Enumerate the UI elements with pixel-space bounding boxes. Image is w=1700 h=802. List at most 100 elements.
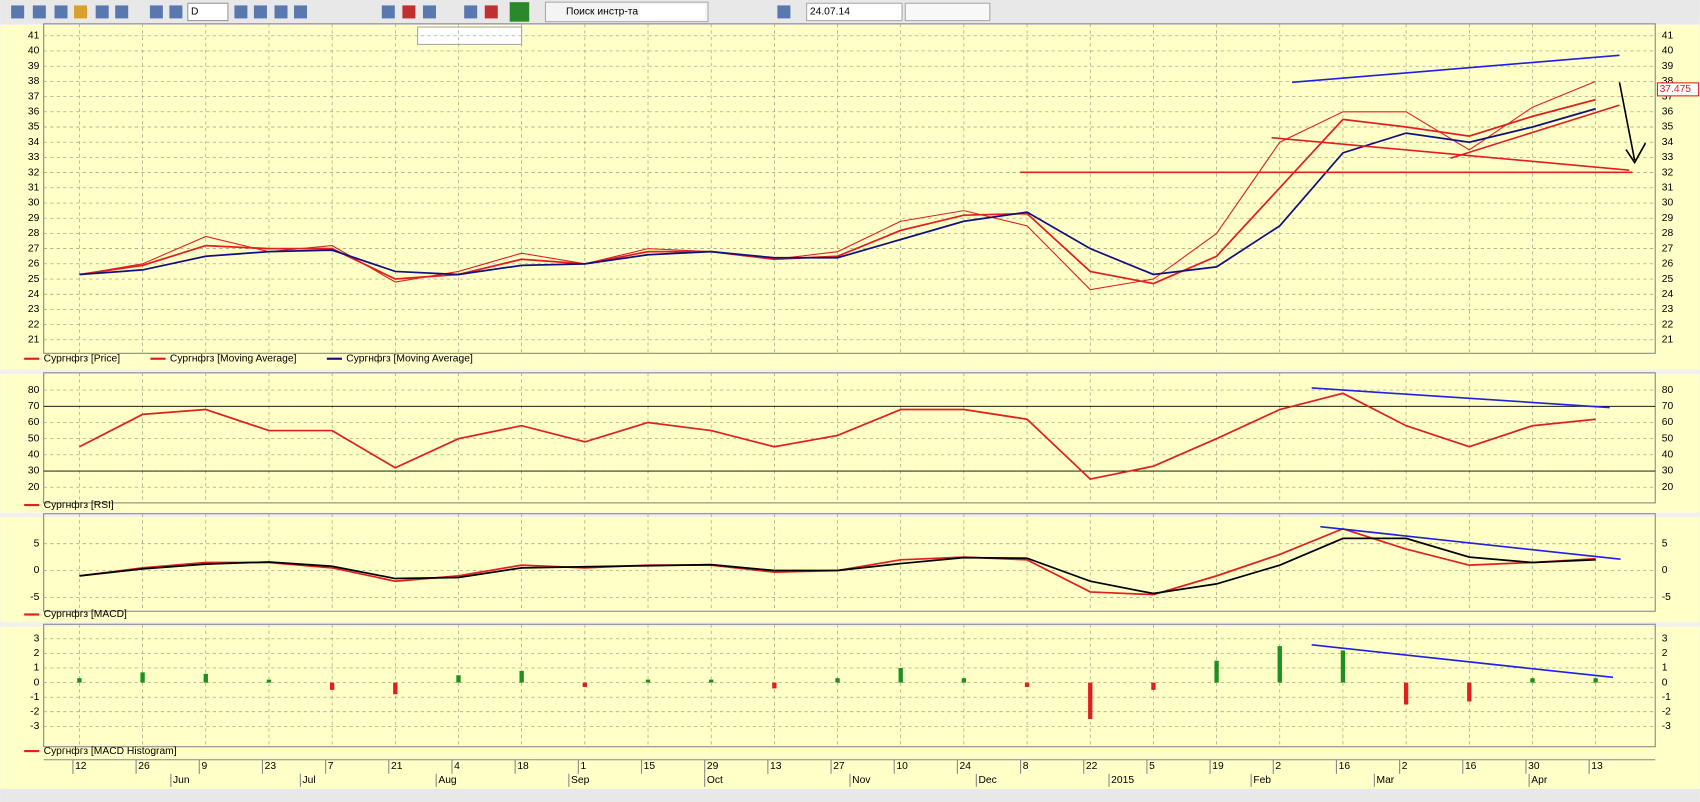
histogram-bar [898, 667, 903, 683]
x-tick-label: 12 [75, 761, 87, 772]
y-tick-label-right: -2 [1662, 706, 1671, 717]
y-tick-label: 39 [28, 61, 40, 72]
icon[interactable] [402, 5, 416, 19]
icon[interactable] [464, 5, 478, 19]
y-tick-label: 0 [34, 565, 40, 576]
y-tick-label-right: 35 [1662, 122, 1674, 133]
y-tick-label-right: 38 [1662, 76, 1674, 87]
y-tick-label: 32 [28, 167, 40, 178]
legend-label: Сургнфгз [MACD] [44, 608, 127, 620]
plot-frame [43, 23, 1656, 354]
y-tick-label: -3 [30, 721, 39, 732]
icon[interactable] [149, 5, 163, 19]
x-tick-label: 8 [1023, 761, 1029, 772]
icon[interactable] [422, 5, 436, 19]
y-tick-label-right: 1 [1662, 663, 1668, 674]
toolbar-icons[interactable] [11, 2, 791, 22]
month-label: Jun [173, 775, 190, 786]
plot-frame [43, 623, 1656, 748]
icon[interactable] [11, 5, 25, 19]
y-tick-label: 70 [28, 401, 40, 412]
period-select[interactable] [187, 2, 229, 22]
y-tick-label-right: 3 [1662, 634, 1668, 645]
histogram-panel [0, 626, 1700, 759]
histogram-bar [1214, 660, 1219, 683]
icon[interactable] [484, 5, 498, 19]
histogram-bar [582, 682, 588, 687]
y-tick-label-right: 40 [1662, 46, 1674, 57]
trend-line [1320, 525, 1621, 561]
y-tick-label-right: 60 [1662, 417, 1674, 428]
y-tick-label: 30 [28, 198, 40, 209]
icon[interactable] [54, 5, 68, 19]
y-tick-label: 27 [28, 243, 40, 254]
histogram-bar [772, 682, 777, 689]
y-tick-label: 28 [28, 228, 40, 239]
y-tick-label-right: 25 [1662, 274, 1674, 285]
x-tick-label: 29 [707, 761, 719, 772]
y-tick-label-right: 39 [1662, 61, 1674, 72]
trend-line [1311, 387, 1610, 409]
icon[interactable] [274, 5, 288, 19]
search-input[interactable] [639, 4, 705, 20]
y-tick-label-right: 28 [1662, 228, 1674, 239]
y-tick-label: 26 [28, 259, 40, 270]
histogram-bar [329, 682, 335, 690]
month-label: Apr [1531, 775, 1548, 786]
icon[interactable] [381, 5, 395, 19]
x-tick-label: 19 [1212, 761, 1224, 772]
icon[interactable] [32, 5, 46, 19]
y-tick-label: 38 [28, 76, 40, 87]
histogram-bar [1403, 682, 1409, 705]
histogram-bar [519, 670, 524, 683]
y-tick-label-right: 31 [1662, 183, 1674, 194]
last-value: 37.475 [1660, 84, 1692, 95]
icon[interactable] [234, 5, 248, 19]
series-line [79, 537, 1596, 595]
x-tick-label: 2 [1402, 761, 1408, 772]
y-tick-label: 50 [28, 433, 40, 444]
y-tick-label-right: 40 [1662, 450, 1674, 461]
icon[interactable] [74, 5, 88, 19]
y-tick-label-right: 37 [1662, 91, 1674, 102]
x-tick-label: 16 [1339, 761, 1351, 772]
scrollbar[interactable] [0, 788, 1700, 802]
month-label: 2015 [1111, 775, 1134, 786]
x-tick-label: 10 [896, 761, 908, 772]
y-tick-label: 36 [28, 107, 40, 118]
x-tick-label: 24 [960, 761, 972, 772]
histogram-bar [1277, 646, 1282, 683]
rsi-panel [0, 373, 1700, 513]
x-tick-label: 26 [138, 761, 150, 772]
x-tick-label: 7 [328, 761, 334, 772]
icon[interactable] [253, 5, 267, 19]
y-tick-label: -1 [30, 692, 39, 703]
y-tick-label: 22 [28, 319, 40, 330]
histogram-bar [961, 678, 967, 683]
y-tick-label-right: 30 [1662, 198, 1674, 209]
icon[interactable] [169, 5, 183, 19]
icon[interactable] [777, 5, 791, 19]
icon[interactable] [509, 2, 530, 22]
month-label: Dec [979, 775, 997, 786]
date-input[interactable] [806, 2, 903, 22]
x-tick-label: 9 [201, 761, 207, 772]
y-tick-label: 31 [28, 183, 40, 194]
input[interactable] [904, 2, 991, 22]
histogram-bar [203, 673, 208, 683]
icon[interactable] [95, 5, 109, 19]
histogram-bar [1340, 650, 1346, 683]
icon[interactable] [294, 5, 308, 19]
icon[interactable] [115, 5, 129, 19]
x-tick-label: 23 [265, 761, 277, 772]
y-tick-label: 5 [34, 538, 40, 549]
y-tick-label-right: 23 [1662, 304, 1674, 315]
series-line [79, 392, 1596, 481]
y-tick-label: 3 [34, 634, 40, 645]
histogram-bar [393, 682, 398, 695]
y-tick-label-right: 50 [1662, 433, 1674, 444]
histogram-bar [1151, 682, 1156, 690]
y-tick-label: 40 [28, 450, 40, 461]
y-tick-label-right: 41 [1662, 30, 1674, 41]
